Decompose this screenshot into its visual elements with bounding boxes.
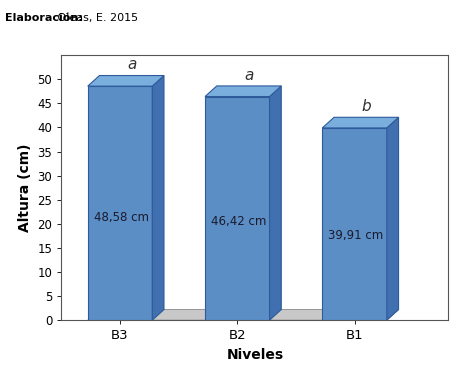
Bar xyxy=(205,96,270,320)
Polygon shape xyxy=(205,86,281,96)
Text: a: a xyxy=(244,68,254,82)
Bar xyxy=(88,86,152,320)
Text: 46,42 cm: 46,42 cm xyxy=(211,215,266,228)
Polygon shape xyxy=(88,309,398,320)
Polygon shape xyxy=(88,75,164,86)
X-axis label: Niveles: Niveles xyxy=(226,348,284,362)
Y-axis label: Altura (cm): Altura (cm) xyxy=(18,144,32,232)
Text: a: a xyxy=(127,57,136,72)
Polygon shape xyxy=(387,117,398,320)
Polygon shape xyxy=(322,117,398,128)
Text: Elaboración:: Elaboración: xyxy=(5,13,83,23)
Polygon shape xyxy=(152,75,164,320)
Text: b: b xyxy=(362,99,371,114)
Text: 39,91 cm: 39,91 cm xyxy=(328,229,383,242)
Bar xyxy=(322,128,387,320)
Polygon shape xyxy=(270,86,281,320)
Text: Oleas, E. 2015: Oleas, E. 2015 xyxy=(54,13,138,23)
Text: 48,58 cm: 48,58 cm xyxy=(93,211,149,224)
